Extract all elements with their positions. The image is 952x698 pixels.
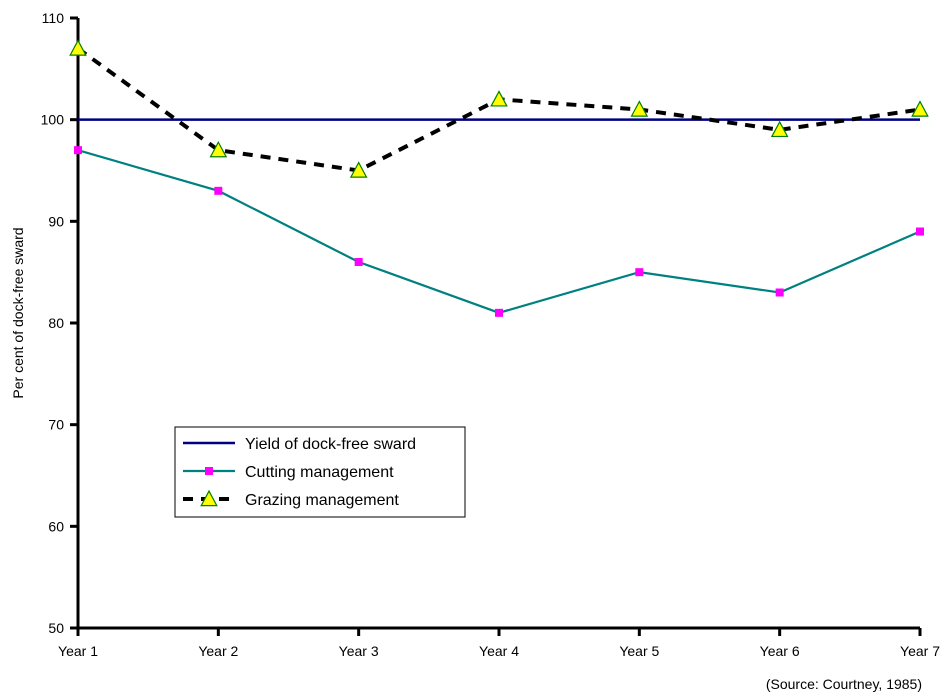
y-tick-label: 50 (48, 620, 64, 636)
series-line (77, 149, 921, 314)
data-point-marker (916, 227, 924, 236)
source-note: (Source: Courtney, 1985) (765, 676, 922, 692)
x-tick-label: Year 3 (339, 643, 379, 659)
data-point-marker (775, 288, 784, 297)
y-tick-label: 80 (48, 315, 64, 331)
axes: 50 60 70 80 90 100 110 Year 1 Year 2 Year 3 Year 4… (10, 10, 940, 659)
data-point-marker (490, 90, 508, 107)
data-point-marker (205, 467, 213, 475)
y-tick-label: 90 (48, 213, 64, 229)
legend: Yield of dock-free sward Cutting manageme… (174, 426, 466, 518)
y-tick-label: 100 (41, 112, 65, 128)
data-point-marker (495, 308, 503, 317)
y-tick-label: 60 (48, 518, 64, 534)
data-point-marker (770, 120, 789, 138)
line-chart: 50 60 70 80 90 100 110 Year 1 Year 2 Year 3 Year 4… (10, 10, 940, 659)
data-point-marker (69, 39, 87, 56)
data-point-marker (209, 140, 228, 158)
y-axis-title: Per cent of dock-free sward (10, 227, 26, 398)
data-point-marker (74, 146, 82, 155)
x-tick-label: Year 7 (900, 643, 940, 659)
data-point-marker (630, 100, 649, 117)
legend-item: Yield of dock-free sward (183, 436, 416, 453)
data-point-marker (354, 258, 363, 266)
legend-label: Cutting management (245, 464, 394, 481)
legend-label: Yield of dock-free sward (245, 436, 416, 453)
series-line (76, 46, 921, 173)
data-point-marker (635, 268, 644, 277)
legend-label: Grazing management (245, 492, 399, 509)
x-tick-label: Year 2 (198, 643, 238, 659)
x-tick-label: Year 1 (58, 643, 98, 659)
x-tick-label: Year 5 (619, 643, 659, 659)
series-layer (69, 39, 929, 317)
legend-item: Grazing management (183, 489, 399, 509)
x-tick-label: Year 4 (479, 643, 519, 659)
y-tick-label: 110 (42, 10, 65, 26)
data-point-marker (911, 100, 929, 117)
data-point-marker (214, 186, 223, 195)
series-2 (74, 146, 924, 317)
series-3 (69, 39, 929, 178)
legend-item: Cutting management (183, 464, 394, 481)
data-point-marker (349, 161, 368, 178)
x-tick-label: Year 6 (760, 643, 800, 659)
data-point-marker (200, 489, 218, 507)
y-tick-label: 70 (48, 417, 64, 433)
